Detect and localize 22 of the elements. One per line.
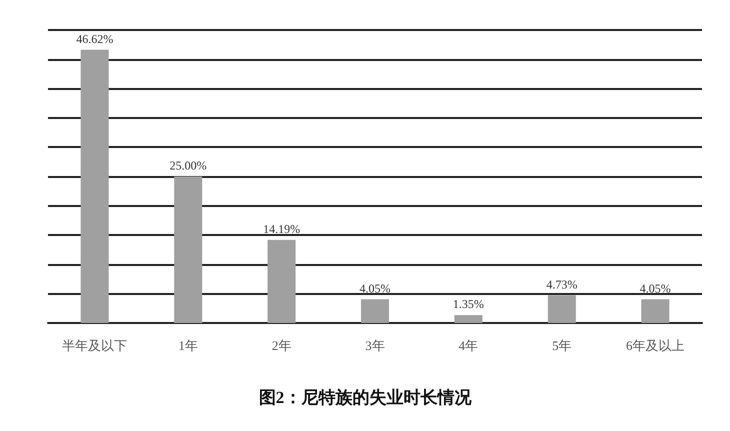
x-tick-label: 1年 (178, 338, 198, 353)
bar (360, 299, 390, 323)
bar (174, 176, 202, 323)
data-label: 1.35% (452, 297, 484, 312)
bar (548, 295, 576, 323)
x-tick-label: 5年 (552, 338, 572, 353)
x-tick-label: 3年 (365, 338, 385, 353)
data-label: 14.19% (263, 222, 300, 236)
bar (454, 315, 482, 323)
x-tick-label: 2年 (272, 338, 292, 353)
data-label: 4.05% (640, 281, 671, 296)
data-label: 25.00% (170, 158, 207, 172)
text: 图2：尼特族的失业时长情况 (258, 388, 472, 407)
x-tick-label: 半年及以下 (62, 338, 128, 353)
data-label: 4.05% (360, 281, 390, 296)
bar (641, 299, 670, 323)
bar (80, 50, 109, 323)
bar (268, 240, 296, 323)
data-label: 46.62% (76, 32, 114, 46)
x-tick-label: 6年及以上 (626, 338, 685, 353)
x-tick-label: 4年 (458, 338, 478, 353)
data-label: 4.73% (546, 277, 578, 292)
